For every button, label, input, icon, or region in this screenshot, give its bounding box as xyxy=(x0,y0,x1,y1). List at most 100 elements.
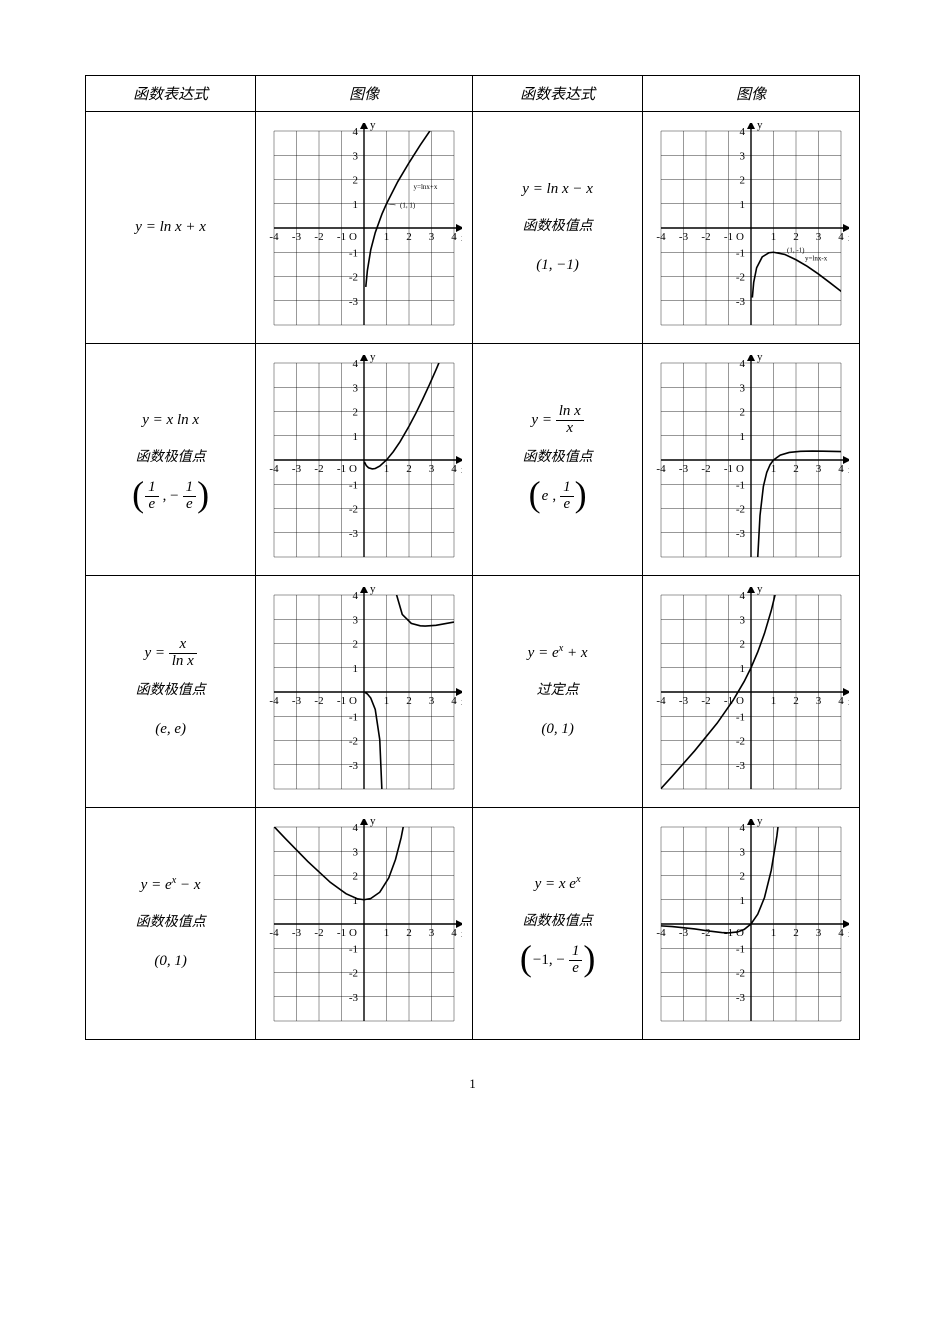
svg-text:3: 3 xyxy=(816,695,822,707)
svg-text:4: 4 xyxy=(353,126,359,138)
expression-cell: y = ex − x函数极值点(0, 1) xyxy=(86,808,256,1040)
table-row: y = xln x函数极值点(e, e)-4-3-2-11234-3-2-112… xyxy=(86,576,860,808)
svg-text:2: 2 xyxy=(793,463,799,475)
graph-cell: -4-3-2-11234-3-2-11234Oxy xyxy=(256,808,473,1040)
svg-text:4: 4 xyxy=(838,927,844,939)
svg-text:-1: -1 xyxy=(724,463,733,475)
svg-text:4: 4 xyxy=(353,822,359,834)
svg-text:-2: -2 xyxy=(702,927,711,939)
svg-text:-2: -2 xyxy=(315,231,324,243)
svg-text:-2: -2 xyxy=(349,271,358,283)
svg-text:-4: -4 xyxy=(657,463,667,475)
svg-text:4: 4 xyxy=(451,231,457,243)
svg-text:x: x xyxy=(848,232,849,244)
svg-text:-1: -1 xyxy=(337,927,346,939)
svg-text:2: 2 xyxy=(353,174,359,186)
svg-text:1: 1 xyxy=(740,198,746,210)
svg-text:-1: -1 xyxy=(337,695,346,707)
svg-text:-1: -1 xyxy=(349,479,358,491)
svg-text:2: 2 xyxy=(406,695,412,707)
svg-text:1: 1 xyxy=(740,894,746,906)
svg-text:1: 1 xyxy=(353,430,359,442)
svg-text:-3: -3 xyxy=(349,991,359,1003)
svg-text:-1: -1 xyxy=(349,711,358,723)
svg-text:O: O xyxy=(349,695,357,707)
svg-text:3: 3 xyxy=(816,927,822,939)
svg-text:3: 3 xyxy=(353,614,359,626)
svg-text:x: x xyxy=(461,928,462,940)
svg-text:3: 3 xyxy=(429,927,435,939)
svg-text:1: 1 xyxy=(771,463,777,475)
svg-text:-3: -3 xyxy=(736,295,746,307)
graph-cell: -4-3-2-11234-3-2-11234Oxy xyxy=(256,344,473,576)
svg-text:3: 3 xyxy=(740,614,746,626)
svg-text:4: 4 xyxy=(740,590,746,602)
svg-text:4: 4 xyxy=(353,590,359,602)
svg-text:-2: -2 xyxy=(736,967,745,979)
svg-text:1: 1 xyxy=(384,231,390,243)
svg-text:x: x xyxy=(848,464,849,476)
expression-cell: y = ln xx函数极值点(e, 1e) xyxy=(472,344,642,576)
svg-text:y=lnx-x: y=lnx-x xyxy=(805,254,828,262)
svg-text:y: y xyxy=(757,819,763,827)
svg-text:3: 3 xyxy=(429,695,435,707)
svg-text:3: 3 xyxy=(353,846,359,858)
svg-text:x: x xyxy=(848,696,849,708)
svg-text:O: O xyxy=(349,463,357,475)
header-expr-2: 函数表达式 xyxy=(472,76,642,112)
svg-text:-3: -3 xyxy=(679,463,689,475)
function-plot: -4-3-2-11234-3-2-11234Oxyy=lnx+x(1, 1) xyxy=(260,123,468,333)
svg-text:1: 1 xyxy=(771,695,777,707)
svg-text:-1: -1 xyxy=(349,247,358,259)
svg-text:1: 1 xyxy=(384,927,390,939)
svg-text:y: y xyxy=(370,123,376,131)
svg-text:1: 1 xyxy=(771,927,777,939)
svg-text:-2: -2 xyxy=(736,271,745,283)
svg-text:4: 4 xyxy=(838,463,844,475)
svg-text:1: 1 xyxy=(740,430,746,442)
header-expr-1: 函数表达式 xyxy=(86,76,256,112)
svg-text:-1: -1 xyxy=(724,231,733,243)
expression-cell: y = ln x + x xyxy=(86,112,256,344)
svg-text:1: 1 xyxy=(384,695,390,707)
svg-text:-1: -1 xyxy=(349,943,358,955)
svg-text:O: O xyxy=(349,231,357,243)
expression-cell: y = ex + x过定点(0, 1) xyxy=(472,576,642,808)
svg-text:2: 2 xyxy=(353,638,359,650)
svg-text:-3: -3 xyxy=(736,759,746,771)
svg-text:2: 2 xyxy=(406,463,412,475)
svg-text:2: 2 xyxy=(353,406,359,418)
svg-text:1: 1 xyxy=(384,463,390,475)
svg-text:-3: -3 xyxy=(292,927,302,939)
svg-text:-3: -3 xyxy=(736,991,746,1003)
svg-text:O: O xyxy=(736,231,744,243)
function-plot: -4-3-2-11234-3-2-11234Oxy xyxy=(260,587,468,797)
svg-text:-2: -2 xyxy=(315,463,324,475)
svg-text:-1: -1 xyxy=(736,711,745,723)
header-graph-2: 图像 xyxy=(643,76,860,112)
svg-text:1: 1 xyxy=(353,662,359,674)
svg-text:4: 4 xyxy=(740,822,746,834)
table-row: y = x ln x函数极值点(1e, −1e)-4-3-2-11234-3-2… xyxy=(86,344,860,576)
svg-text:4: 4 xyxy=(838,231,844,243)
svg-text:2: 2 xyxy=(353,870,359,882)
function-plot: -4-3-2-11234-3-2-11234Oxy xyxy=(260,819,468,1029)
svg-text:2: 2 xyxy=(406,231,412,243)
function-plot: -4-3-2-11234-3-2-11234Oxy xyxy=(260,355,468,565)
table-row: y = ex − x函数极值点(0, 1)-4-3-2-11234-3-2-11… xyxy=(86,808,860,1040)
svg-text:O: O xyxy=(736,927,744,939)
svg-text:O: O xyxy=(736,695,744,707)
svg-text:3: 3 xyxy=(740,382,746,394)
function-plot: -4-3-2-11234-3-2-11234Oxy xyxy=(647,587,855,797)
svg-text:-2: -2 xyxy=(702,463,711,475)
graph-cell: -4-3-2-11234-3-2-11234Oxy xyxy=(643,344,860,576)
svg-text:4: 4 xyxy=(451,695,457,707)
svg-text:-4: -4 xyxy=(270,695,280,707)
svg-text:4: 4 xyxy=(838,695,844,707)
svg-text:-1: -1 xyxy=(337,231,346,243)
svg-text:4: 4 xyxy=(451,927,457,939)
function-plot: -4-3-2-11234-3-2-11234Oxy(1, -1)y=lnx-x xyxy=(647,123,855,333)
svg-text:-1: -1 xyxy=(736,247,745,259)
svg-text:2: 2 xyxy=(740,870,746,882)
svg-text:-2: -2 xyxy=(736,735,745,747)
